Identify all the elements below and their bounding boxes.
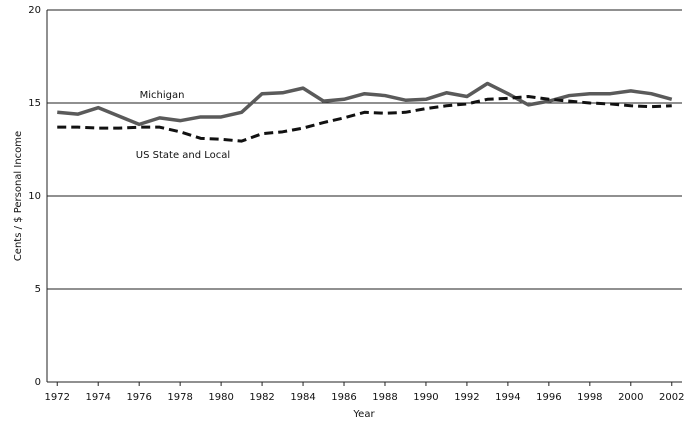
x-tick-label: 2002 [659,392,684,403]
annotation: US State and Local [136,150,230,161]
y-tick-label: 10 [28,191,41,202]
x-tick-label: 1986 [331,392,356,403]
line-series [57,81,673,127]
y-axis-label: Cents / $ Personal Income [13,131,24,261]
x-tick-label: 1992 [454,392,479,403]
x-tick-label: 1996 [536,392,561,403]
x-tick-label: 1988 [372,392,397,403]
x-tick-label: 1972 [45,392,70,403]
y-tick-label: 15 [28,98,41,109]
y-tick-label: 0 [35,377,41,388]
x-tick-label: 1984 [290,392,315,403]
x-tick-label: 1990 [413,392,438,403]
x-axis-label: Year [352,409,375,420]
x-tick-label: 1974 [85,392,110,403]
x-tick-label: 1980 [208,392,233,403]
x-tick-label: 1976 [126,392,151,403]
x-tick-label: 2000 [618,392,643,403]
x-tick-label: 1994 [495,392,520,403]
x-tick-label: 1982 [249,392,274,403]
y-tick-label: 20 [28,5,41,16]
line-series [57,94,672,143]
x-tick-label: 1998 [577,392,602,403]
x-tick-label: 1978 [167,392,192,403]
annotation: Michigan [140,90,185,101]
y-tick-label: 5 [35,284,41,295]
